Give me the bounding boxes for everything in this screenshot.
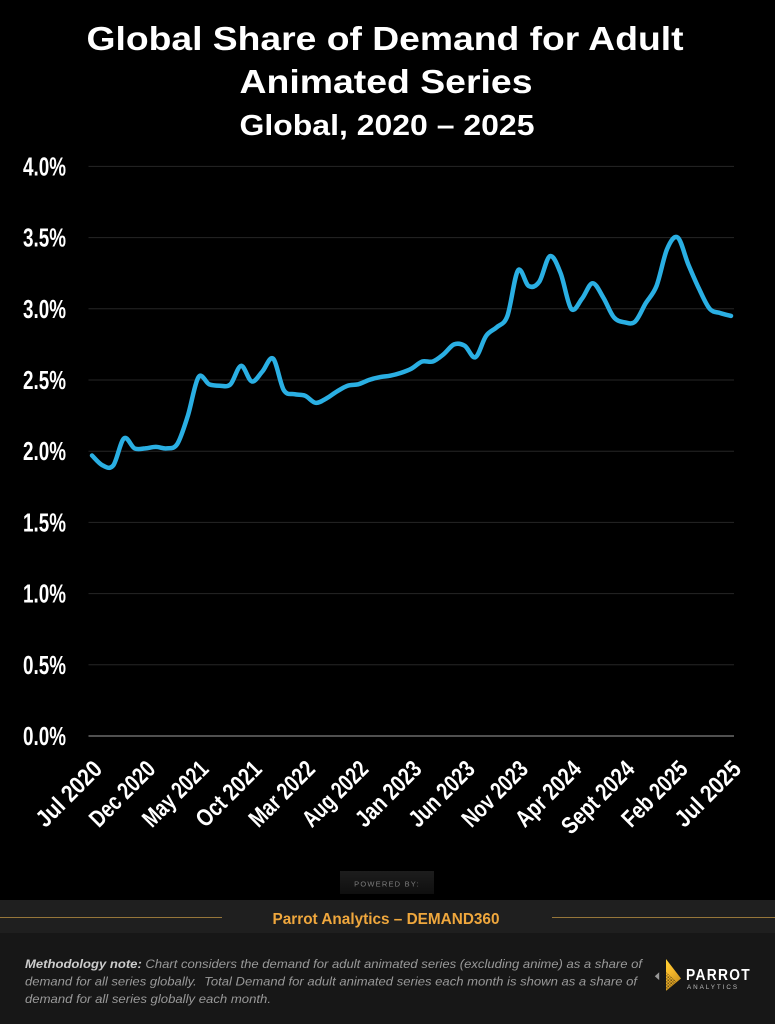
svg-text:2.0%: 2.0% [23,436,66,466]
svg-text:Methodology note: Chart consid: Methodology note: Chart considers the de… [25,957,644,971]
svg-text:0.0%: 0.0% [23,721,66,751]
svg-text:demand for all series globally: demand for all series globally each mont… [25,992,271,1006]
svg-text:3.0%: 3.0% [23,294,66,324]
svg-text:3.5%: 3.5% [23,223,66,253]
svg-text:0.5%: 0.5% [23,650,66,680]
svg-text:2.5%: 2.5% [23,365,66,395]
svg-text:ANALYTICS: ANALYTICS [687,984,739,991]
svg-text:demand for all series globally: demand for all series globally. Total De… [25,975,639,989]
svg-text:Animated Series: Animated Series [240,63,533,100]
svg-text:POWERED BY:: POWERED BY: [354,880,420,889]
svg-text:PARROT: PARROT [686,967,751,984]
svg-text:1.5%: 1.5% [23,507,66,537]
svg-text:Parrot Analytics – DEMAND360: Parrot Analytics – DEMAND360 [273,911,500,928]
svg-text:4.0%: 4.0% [23,151,66,181]
svg-text:Global Share of Demand for Adu: Global Share of Demand for Adult [87,20,684,57]
svg-text:1.0%: 1.0% [23,579,66,609]
svg-text:Global, 2020 – 2025: Global, 2020 – 2025 [240,110,535,142]
